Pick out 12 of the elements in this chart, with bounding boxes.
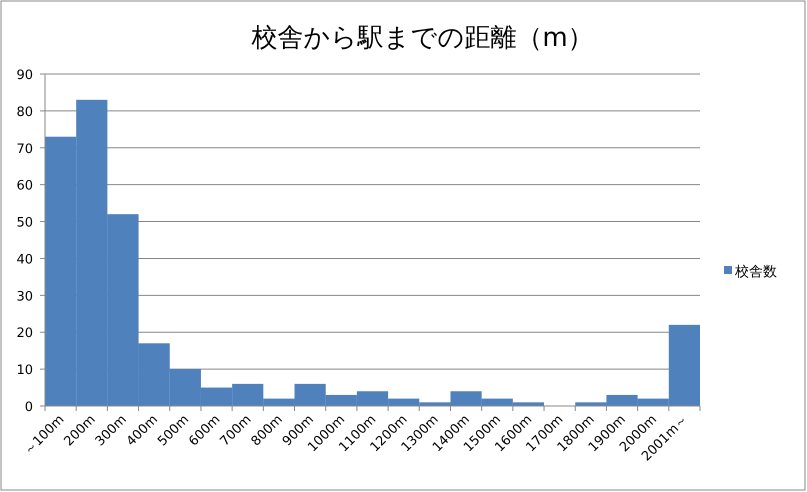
y-tick-label: 50 <box>16 216 33 231</box>
legend-label: 校舎数 <box>734 264 777 280</box>
y-tick-label: 30 <box>16 289 33 304</box>
y-tick-label: 10 <box>16 363 33 378</box>
y-tick-label: 20 <box>16 326 33 342</box>
y-tick-label: 80 <box>16 104 33 120</box>
y-tick-label: 60 <box>16 178 33 194</box>
y-tick-label: 40 <box>16 252 33 268</box>
chart-title: 校舎から駅までの距離（m） <box>250 23 594 53</box>
y-tick-label: 0 <box>24 400 33 415</box>
y-tick-label: 90 <box>16 68 33 83</box>
y-tick-label: 70 <box>16 142 33 157</box>
